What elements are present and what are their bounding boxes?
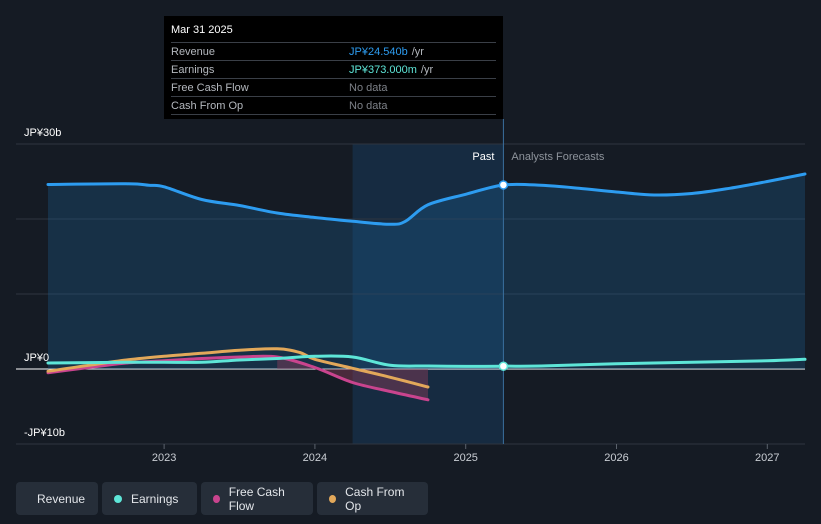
- tooltip-label: Free Cash Flow: [171, 81, 249, 94]
- tooltip-value: No data: [349, 99, 388, 112]
- revenue-highlight-marker: [498, 180, 509, 190]
- x-tick-label: 2025: [453, 452, 477, 464]
- y-tick-label: JP¥30b: [24, 127, 61, 139]
- tooltip-row-revenue: Revenue JP¥24.540b /yr: [171, 42, 496, 60]
- tooltip: Mar 31 2025 Revenue JP¥24.540b /yr Earni…: [164, 16, 503, 119]
- y-tick-label: JP¥0: [24, 352, 49, 364]
- tooltip-value: JP¥24.540b: [349, 45, 408, 58]
- forecast-label: Analysts Forecasts: [511, 151, 604, 163]
- earnings-highlight-marker: [498, 361, 509, 371]
- legend-label: Revenue: [37, 491, 86, 506]
- earnings-dot-icon: [114, 494, 122, 503]
- past-label: Past: [472, 151, 494, 163]
- legend-label: Cash From Op: [345, 484, 405, 513]
- legend-label: Free Cash Flow: [228, 484, 285, 513]
- x-tick-label: 2027: [755, 452, 779, 464]
- tooltip-label: Cash From Op: [171, 99, 244, 112]
- x-tick-label: 2024: [303, 452, 327, 464]
- earnings-line: [46, 354, 807, 368]
- tooltip-label: Earnings: [171, 63, 215, 76]
- tooltip-date: Mar 31 2025: [171, 24, 233, 36]
- cash-from-op-dot-icon: [329, 494, 337, 503]
- y-tick-label: -JP¥10b: [24, 427, 65, 439]
- legend-item-revenue[interactable]: Revenue: [16, 482, 98, 515]
- legend: Revenue Earnings Free Cash Flow Cash Fro…: [16, 482, 428, 515]
- x-tick-label: 2026: [604, 452, 628, 464]
- tooltip-row-cash-from-op: Cash From Op No data: [171, 96, 496, 115]
- tooltip-row-free-cash-flow: Free Cash Flow No data: [171, 78, 496, 96]
- revenue-area: [48, 174, 805, 369]
- free-cash-flow-dot-icon: [213, 494, 220, 503]
- legend-item-earnings[interactable]: Earnings: [102, 482, 197, 515]
- tooltip-value: JP¥373.000m: [349, 63, 417, 76]
- tooltip-unit: /yr: [420, 63, 434, 76]
- legend-item-cash-from-op[interactable]: Cash From Op: [317, 482, 428, 515]
- tooltip-label: Revenue: [171, 45, 216, 58]
- x-tick-label: 2023: [152, 452, 176, 464]
- cash-from-op-line: [46, 347, 430, 389]
- legend-item-free-cash-flow[interactable]: Free Cash Flow: [201, 482, 313, 515]
- tooltip-row-earnings: Earnings JP¥373.000m /yr: [171, 60, 496, 78]
- revenue-line: [46, 172, 807, 226]
- tooltip-value: No data: [349, 81, 388, 94]
- legend-label: Earnings: [131, 491, 179, 506]
- free-cash-flow-line: [46, 354, 430, 402]
- tooltip-unit: /yr: [411, 45, 424, 58]
